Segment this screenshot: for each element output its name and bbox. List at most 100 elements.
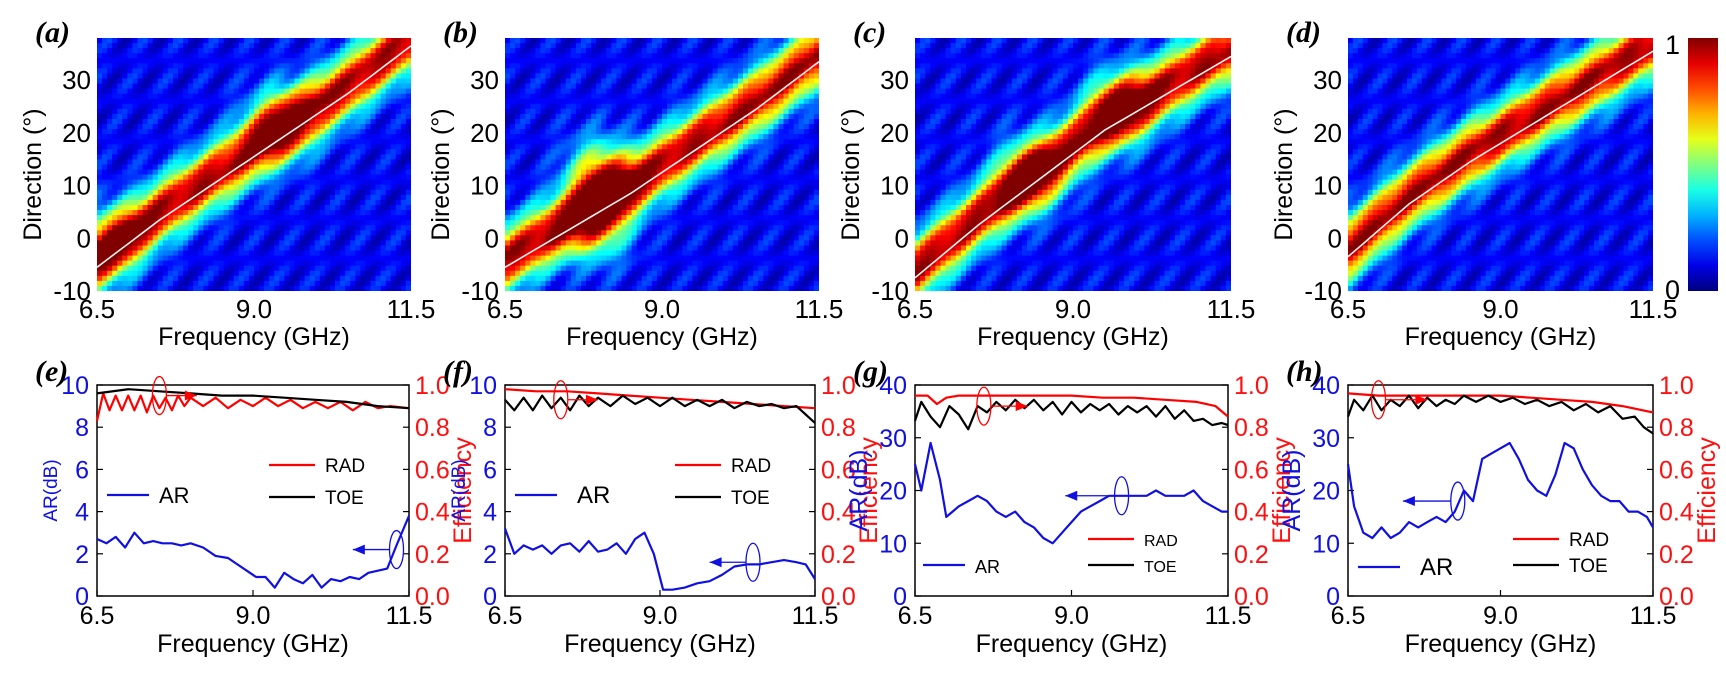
heatmap-cell [147,124,154,130]
heatmap-cell [233,159,240,166]
heatmap-cell [147,78,154,85]
heatmap-cell [137,179,144,186]
heatmap-cell [157,220,164,226]
heatmap-cell [193,63,199,69]
heatmap-cell [279,53,285,59]
heatmap-cell [102,108,108,115]
heatmap-cell [264,119,270,125]
heatmap-cell [350,215,356,221]
heatmap-cell [510,285,516,291]
heatmap-cell [193,154,199,161]
heatmap-cell [254,164,260,171]
heatmap-cell [596,154,602,161]
heatmap-cell [304,220,311,226]
heatmap-cell [641,124,648,130]
heatmap-cell [540,235,547,241]
heatmap-cell [662,275,668,282]
heatmap-cell [370,83,377,90]
heatmap-cell [400,240,407,247]
heatmap-cell [117,134,123,140]
heatmap-cell [370,134,377,140]
heatmap-cell [167,48,174,54]
heatmap-cell [601,93,607,100]
heatmap-cell [193,124,199,130]
heatmap-cell [626,179,633,186]
heatmap-cell [530,210,536,216]
heatmap-cell [677,220,683,226]
heatmap-cell [218,134,225,140]
heatmap-cell [405,164,411,171]
heatmap-cell [274,250,280,257]
heatmap-cell [208,275,215,282]
heatmap-cell [631,93,638,100]
heatmap-cell [380,169,387,176]
heatmap-cell [586,93,592,100]
heatmap-cell [162,270,169,277]
heatmap-cell [390,149,397,155]
heatmap-cell [667,245,673,252]
heatmap-cell [233,48,240,54]
heatmap-cell [243,210,250,216]
heatmap-cell [183,159,189,166]
heatmap-cell [254,108,260,115]
heatmap-cell [254,255,260,262]
heatmap-cell [611,88,618,95]
heatmap-cell [314,245,321,252]
heatmap-cell [299,48,306,54]
heatmap-cell [107,215,113,221]
heatmap-cell [279,280,285,287]
heatmap-cell [269,98,275,105]
heatmap-cell [213,108,220,115]
heatmap-cell [132,108,139,115]
heatmap-cell [137,199,144,206]
heatmap-cell [677,119,683,125]
heatmap-cell [355,144,361,150]
heatmap-cell [269,58,275,64]
heatmap-cell [294,199,301,206]
heatmap-cell [581,159,587,166]
heatmap-cell [193,98,199,105]
heatmap-cell [596,275,602,282]
heatmap-cell [606,169,612,176]
heatmap-cell [294,83,301,90]
heatmap-cell [687,88,693,95]
heatmap-cell [545,189,552,196]
heatmap-cell [641,144,648,150]
heatmap-cell [662,260,668,267]
heatmap-cell [405,134,411,140]
heatmap-cell [294,164,301,171]
heatmap-cell [243,240,250,247]
heatmap-cell [142,220,149,226]
heatmap-cell [102,255,108,262]
heatmap-cell [370,38,377,44]
heatmap-cell [400,58,407,64]
heatmap-cell [340,53,346,59]
heatmap-cell [340,164,346,171]
heatmap-cell [264,68,270,75]
heatmap-cell [616,265,623,272]
heatmap-cell [142,245,149,252]
heatmap-cell [535,250,542,257]
heatmap-cell [248,58,255,64]
heatmap-cell [127,210,134,216]
heatmap-cell [355,134,361,140]
heatmap-cell [142,270,149,277]
heatmap-cell [117,98,123,105]
heatmap-cell [259,139,265,145]
heatmap-cell [324,88,331,95]
heatmap-cell [631,265,638,272]
heatmap-cell [274,260,280,267]
heatmap-cell [259,144,265,150]
heatmap-cell [520,205,526,211]
heatmap-cell [157,144,164,150]
heatmap-cell [188,235,194,241]
heatmap-cell [269,174,275,181]
heatmap-cell [667,134,673,140]
heatmap-cell [178,144,184,150]
heatmap-cell [208,98,215,105]
heatmap-cell [545,210,552,216]
heatmap-cell [350,38,356,44]
heatmap-cell [606,240,612,247]
heatmap-cell [400,78,407,85]
heatmap-cell [596,285,602,291]
